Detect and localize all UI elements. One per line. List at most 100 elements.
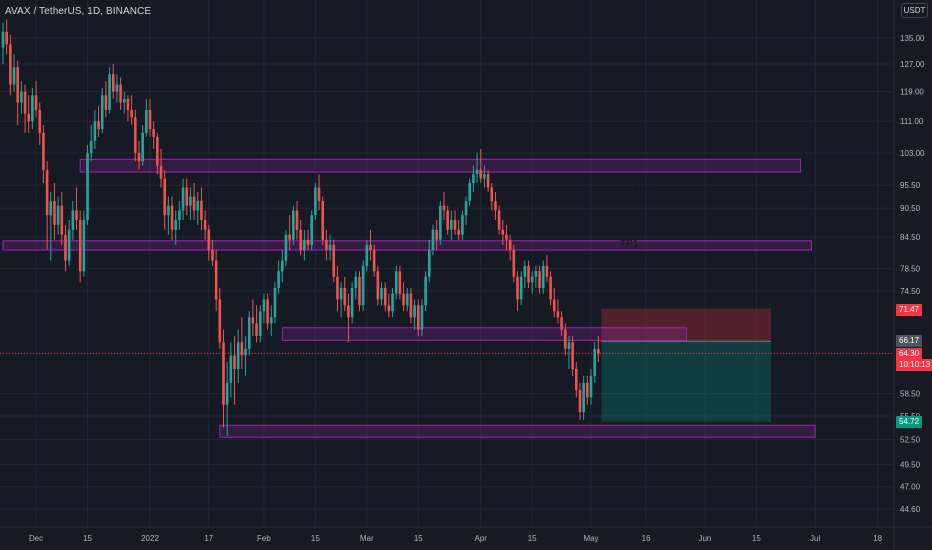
- candle-body: [178, 210, 181, 220]
- candle-body: [9, 44, 12, 84]
- candle-body: [428, 250, 431, 277]
- candle-body: [211, 250, 214, 261]
- y-tick-label: 135.00: [900, 34, 925, 43]
- candle-body: [285, 235, 288, 261]
- candle-body: [5, 32, 8, 45]
- zone-box: [220, 425, 815, 437]
- candle-body: [513, 250, 516, 277]
- candle-body: [112, 74, 115, 92]
- annotation-text: TP2: [633, 182, 652, 193]
- symbol-title[interactable]: AVAX / TetherUS, 1D, BINANCE: [5, 6, 151, 17]
- candle-body: [204, 220, 207, 230]
- candle-body: [457, 230, 460, 235]
- x-tick-label: 18: [873, 534, 882, 543]
- candle-body: [472, 174, 475, 183]
- zone-box: [282, 328, 686, 341]
- candle-body: [597, 349, 600, 354]
- candle-body: [560, 317, 563, 329]
- candle-body: [64, 235, 67, 261]
- candle-body: [108, 74, 111, 110]
- candle-body: [130, 110, 133, 118]
- candle-body: [196, 201, 199, 210]
- candle-body: [542, 266, 545, 288]
- x-tick-label: Mar: [360, 534, 374, 543]
- candle-body: [332, 245, 335, 277]
- candle-body: [123, 99, 126, 103]
- x-tick-label: Feb: [257, 534, 271, 543]
- candle-body: [314, 187, 317, 215]
- candle-body: [490, 187, 493, 201]
- candle-body: [274, 288, 277, 317]
- x-tick-label: 2022: [141, 534, 159, 543]
- candle-body: [498, 210, 501, 229]
- currency-button[interactable]: USDT: [901, 3, 928, 18]
- candle-body: [373, 250, 376, 271]
- candle-body: [208, 230, 211, 250]
- x-tick-label: Dec: [29, 534, 43, 543]
- candle-body: [149, 110, 152, 129]
- candle-body: [200, 201, 203, 220]
- x-tick-label: 15: [311, 534, 320, 543]
- candle-body: [42, 133, 45, 170]
- candle-body: [83, 220, 86, 271]
- candle-body: [2, 32, 5, 48]
- candle-body: [421, 305, 424, 329]
- candle-body: [57, 206, 60, 225]
- candle-body: [296, 210, 299, 229]
- candle-body: [399, 271, 402, 293]
- candle-body: [476, 170, 479, 174]
- candle-body: [568, 342, 571, 348]
- candle-body: [38, 110, 41, 133]
- candle-body: [336, 277, 339, 300]
- candle-body: [494, 201, 497, 210]
- candle-body: [424, 277, 427, 306]
- candle-body: [101, 95, 104, 129]
- candle-body: [388, 305, 391, 311]
- candle-body: [61, 206, 64, 235]
- candle-body: [49, 201, 52, 215]
- x-tick-label: May: [583, 534, 598, 543]
- candle-body: [351, 288, 354, 317]
- candle-body: [439, 206, 442, 240]
- candle-body: [590, 376, 593, 397]
- bar-countdown-tag: 10:10:13: [896, 359, 932, 371]
- candle-body: [156, 137, 159, 166]
- candle-body: [531, 277, 534, 283]
- candle-body: [391, 294, 394, 312]
- candle-body: [483, 174, 486, 178]
- candle-body: [553, 299, 556, 311]
- candle-body: [248, 317, 251, 349]
- candle-body: [325, 240, 328, 250]
- take-profit-zone: [601, 341, 771, 422]
- candle-body: [185, 187, 188, 205]
- candle-body: [454, 220, 457, 230]
- candle-body: [502, 230, 505, 235]
- candle-body: [72, 210, 75, 229]
- y-tick-label: 95.50: [900, 181, 921, 190]
- candle-body: [127, 99, 130, 110]
- candle-body: [549, 277, 552, 300]
- candle-body: [435, 230, 438, 240]
- candle-body: [307, 240, 310, 245]
- x-tick-label: 17: [204, 534, 213, 543]
- candle-body: [446, 210, 449, 229]
- candle-body: [410, 294, 413, 318]
- candle-body: [171, 206, 174, 230]
- x-tick-label: 15: [752, 534, 761, 543]
- candle-body: [13, 67, 16, 84]
- zone-box: [80, 159, 800, 172]
- candle-body: [75, 210, 78, 220]
- candle-body: [53, 201, 56, 225]
- candle-body: [46, 170, 49, 215]
- y-tick-label: 111.00: [900, 117, 924, 126]
- candle-body: [571, 342, 574, 369]
- y-tick-label: 103.00: [900, 149, 925, 158]
- y-tick-label: 44.60: [900, 505, 921, 514]
- candle-body: [468, 183, 471, 201]
- candle-body: [520, 277, 523, 300]
- candle-body: [16, 67, 19, 102]
- x-tick-label: 15: [83, 534, 92, 543]
- x-tick-label: Apr: [475, 534, 488, 543]
- y-tick-label: 84.50: [900, 233, 921, 242]
